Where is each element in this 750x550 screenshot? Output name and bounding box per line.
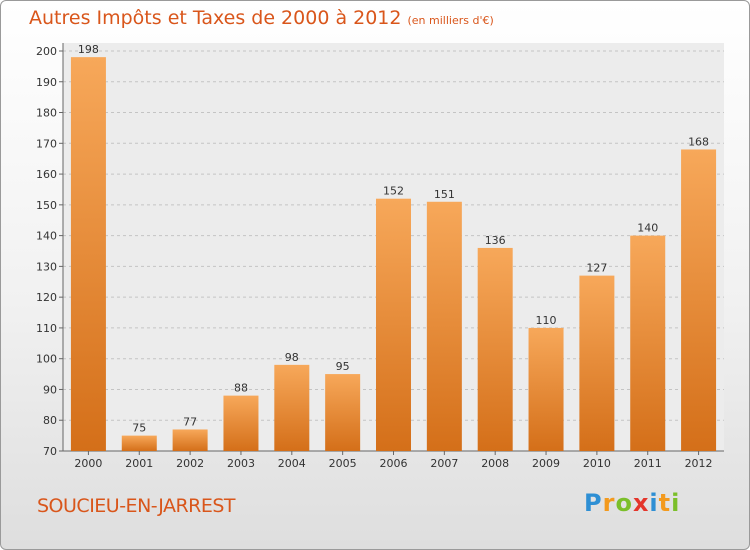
bar-2010 xyxy=(579,275,615,451)
logo-letter: t xyxy=(658,489,672,517)
x-tick-label-2005: 2005 xyxy=(329,457,357,470)
bar-2001 xyxy=(121,435,157,451)
bar-2009 xyxy=(528,327,564,451)
chart-title: Autres Impôts et Taxes de 2000 à 2012 (en… xyxy=(29,7,494,29)
data-label-2009: 110 xyxy=(536,314,557,327)
y-tick-label: 140 xyxy=(36,230,57,243)
proxiti-logo: Proxiti xyxy=(584,489,680,517)
bar-2004 xyxy=(274,364,310,451)
x-tick-label-2001: 2001 xyxy=(125,457,153,470)
y-tick-label: 100 xyxy=(36,353,57,366)
y-tick-label: 130 xyxy=(36,260,57,273)
data-label-2008: 136 xyxy=(485,234,506,247)
y-tick-label: 180 xyxy=(36,107,57,120)
data-label-2006: 152 xyxy=(383,185,404,198)
x-tick-label-2009: 2009 xyxy=(532,457,560,470)
logo-letter: i xyxy=(649,489,659,517)
y-tick-label: 200 xyxy=(36,45,57,58)
bar-2008 xyxy=(477,247,513,451)
y-tick-label: 110 xyxy=(36,322,57,335)
logo-letter: x xyxy=(632,489,650,517)
chart-title-text: Autres Impôts et Taxes de 2000 à 2012 xyxy=(29,7,402,29)
y-tick-label: 190 xyxy=(36,76,57,89)
logo-letter: o xyxy=(615,489,633,517)
logo-letter: i xyxy=(671,489,681,517)
bar-2006 xyxy=(376,198,411,451)
bar-2003 xyxy=(223,395,259,451)
logo-letter: r xyxy=(602,489,616,517)
bar-2007 xyxy=(426,201,462,451)
data-label-2004: 98 xyxy=(285,351,299,364)
x-tick-label-2002: 2002 xyxy=(176,457,204,470)
x-tick-label-2004: 2004 xyxy=(278,457,306,470)
data-label-2011: 140 xyxy=(637,222,658,235)
data-label-2007: 151 xyxy=(434,188,455,201)
chart-subtitle: (en milliers d'€) xyxy=(407,14,494,27)
x-tick-label-2011: 2011 xyxy=(634,457,662,470)
bar-2011 xyxy=(630,235,666,451)
x-tick-label-2010: 2010 xyxy=(583,457,611,470)
y-tick-label: 170 xyxy=(36,137,57,150)
y-tick-label: 80 xyxy=(43,414,57,427)
y-tick-label: 70 xyxy=(43,445,57,458)
commune-name: SOUCIEU-EN-JARREST xyxy=(37,495,236,517)
bar-2002 xyxy=(172,429,208,451)
y-tick-label: 90 xyxy=(43,383,57,396)
data-label-2003: 88 xyxy=(234,382,248,395)
data-label-2010: 127 xyxy=(586,262,607,275)
x-tick-label-2006: 2006 xyxy=(380,457,408,470)
data-label-2002: 77 xyxy=(183,415,197,428)
bar-2000 xyxy=(70,57,106,452)
bar-2005 xyxy=(325,374,361,451)
x-tick-label-2008: 2008 xyxy=(481,457,509,470)
x-tick-label-2007: 2007 xyxy=(430,457,458,470)
data-label-2001: 75 xyxy=(132,422,146,435)
logo-letter: P xyxy=(584,489,603,517)
x-tick-label-2003: 2003 xyxy=(227,457,255,470)
data-label-2012: 168 xyxy=(688,135,709,148)
y-tick-label: 120 xyxy=(36,291,57,304)
x-tick-label-2000: 2000 xyxy=(74,457,102,470)
y-tick-label: 160 xyxy=(36,168,57,181)
data-label-2000: 198 xyxy=(78,43,99,56)
data-label-2005: 95 xyxy=(336,360,350,373)
bar-2012 xyxy=(681,149,717,451)
x-tick-label-2012: 2012 xyxy=(685,457,713,470)
y-tick-label: 150 xyxy=(36,199,57,212)
